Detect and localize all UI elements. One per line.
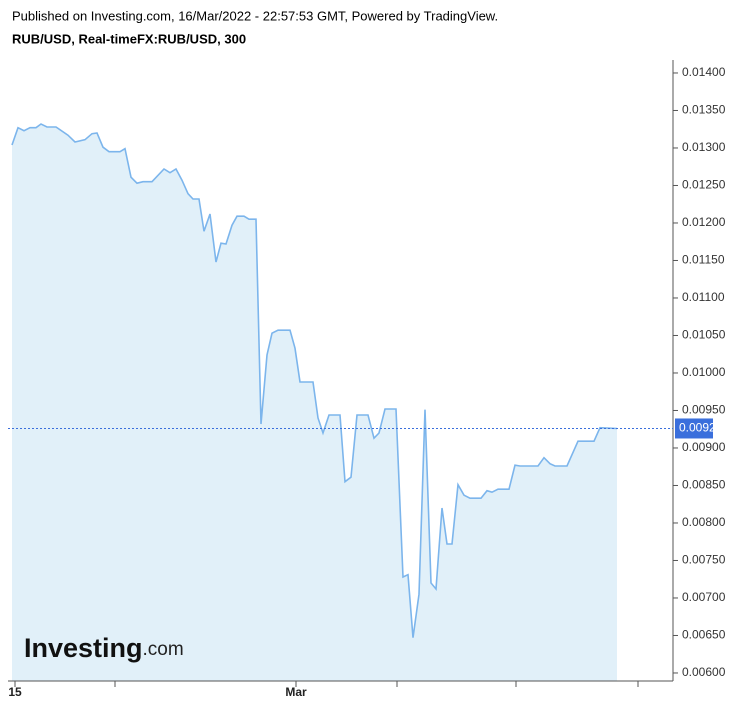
price-line (11, 123, 618, 638)
published-note: Published on Investing.com, 16/Mar/2022 … (12, 8, 498, 23)
y-tick-label: 0.01000 (682, 365, 726, 379)
y-tick-label: 0.00950 (682, 403, 726, 417)
last-price-label: 0.00926 (679, 421, 723, 435)
watermark-suffix: .com (143, 639, 184, 660)
last-price-box (675, 418, 713, 439)
y-tick-label: 0.00800 (682, 515, 726, 529)
y-tick-label: 0.01300 (682, 140, 726, 154)
watermark: Investing.com (24, 633, 184, 663)
y-tick-label: 0.01350 (682, 103, 726, 117)
y-tick-label: 0.01100 (682, 290, 725, 304)
y-tick-label: 0.01400 (682, 65, 726, 79)
y-tick-label: 0.01250 (682, 178, 726, 192)
y-tick-label: 0.00850 (682, 478, 726, 492)
y-tick-label: 0.00700 (682, 590, 726, 604)
symbol-title: RUB/USD, Real-timeFX:RUB/USD, 300 (12, 31, 246, 46)
y-tick-label: 0.00900 (682, 440, 726, 454)
y-tick-label: 0.00650 (682, 628, 726, 642)
x-tick-label: 15 (8, 685, 22, 699)
y-tick-label: 0.01050 (682, 328, 726, 342)
y-tick-label: 0.01150 (682, 253, 725, 267)
plot-area (11, 123, 618, 681)
watermark-brand: Investing (24, 633, 143, 663)
y-tick-label: 0.00750 (682, 553, 726, 567)
y-tick-label: 0.01200 (682, 215, 726, 229)
x-tick-label: Mar (285, 685, 307, 699)
area-fill (12, 124, 617, 681)
y-tick-label: 0.00600 (682, 665, 726, 679)
